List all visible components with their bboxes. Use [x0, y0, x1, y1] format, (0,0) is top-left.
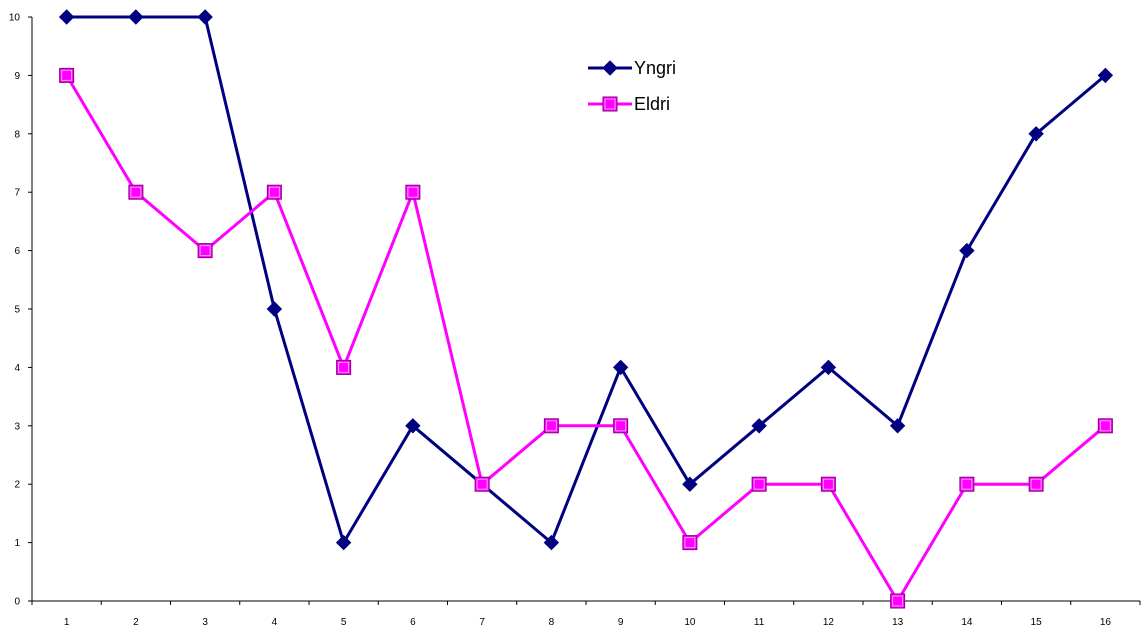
y-tick-label: 8 [14, 129, 20, 140]
data-point-yngri [58, 9, 75, 25]
x-tick-label: 11 [754, 617, 765, 628]
series-line-yngri [66, 15, 1107, 545]
data-point-eldri-highlight [822, 478, 834, 490]
x-tick-label: 12 [823, 617, 835, 628]
data-point-eldri [682, 535, 698, 551]
series-yngri [66, 15, 1107, 545]
x-tick-label: 7 [479, 617, 485, 628]
data-point-yngri [751, 418, 767, 434]
data-point-eldri-highlight [476, 478, 488, 490]
data-point-yngri [820, 359, 837, 376]
data-point-eldri-highlight [892, 595, 904, 607]
y-tick-label: 7 [14, 188, 20, 199]
data-point-eldri [266, 184, 282, 200]
series-layer [58, 9, 1114, 609]
data-point-eldri-highlight [61, 69, 73, 81]
data-point-eldri [613, 418, 629, 434]
y-tick-label: 1 [14, 538, 20, 549]
data-point-yngri [128, 9, 144, 25]
data-point-eldri [1097, 418, 1113, 434]
series-eldri [65, 74, 1107, 603]
legend-label: Yngri [634, 58, 676, 78]
data-point-eldri [128, 184, 144, 200]
y-tick-label: 9 [14, 71, 20, 82]
data-point-eldri [820, 476, 836, 492]
x-tick-label: 13 [892, 617, 904, 628]
data-point-eldri [1028, 476, 1044, 492]
data-point-eldri-highlight [199, 245, 211, 257]
legend: Yngri Eldri [588, 58, 676, 114]
data-point-yngri [197, 9, 213, 25]
series-line-eldri [65, 74, 1107, 603]
y-tick-label: 3 [14, 421, 20, 432]
legend-label: Eldri [634, 94, 670, 114]
data-point-eldri [405, 184, 421, 200]
data-point-eldri-highlight [753, 478, 765, 490]
data-point-yngri [1097, 67, 1114, 84]
x-tick-label: 8 [549, 617, 555, 628]
data-point-yngri [335, 534, 352, 551]
data-point-eldri-highlight [684, 537, 696, 549]
series-markers-eldri [59, 67, 1113, 609]
x-tick-label: 9 [618, 617, 624, 628]
data-point-yngri [405, 418, 421, 434]
legend-entry-eldri: Eldri [588, 94, 670, 114]
x-tick-label: 15 [1031, 617, 1043, 628]
data-point-eldri-highlight [338, 361, 350, 373]
x-tick-label: 1 [64, 617, 70, 628]
legend-marker-eldri-highlight [604, 98, 616, 110]
data-point-eldri-highlight [268, 186, 280, 198]
x-tick-label: 4 [272, 617, 278, 628]
y-tick-label: 5 [14, 305, 20, 316]
data-point-eldri [474, 476, 490, 492]
y-tick-label: 10 [9, 13, 21, 24]
data-point-yngri [266, 301, 283, 317]
y-tick-label: 2 [14, 480, 20, 491]
legend-marker-yngri [602, 60, 618, 76]
data-point-yngri [889, 418, 906, 434]
x-tick-label: 2 [133, 617, 139, 628]
data-point-yngri [543, 534, 560, 551]
x-tick-label: 6 [410, 617, 416, 628]
x-tick-label: 14 [961, 617, 973, 628]
data-point-eldri-highlight [1030, 478, 1042, 490]
data-point-eldri [890, 593, 906, 609]
data-point-eldri [59, 67, 75, 83]
data-point-yngri [682, 476, 698, 492]
data-point-eldri-highlight [615, 420, 627, 432]
data-point-eldri-highlight [407, 186, 419, 198]
data-point-yngri [1028, 126, 1044, 142]
data-point-eldri-highlight [1099, 420, 1111, 432]
data-point-eldri [336, 359, 352, 375]
y-tick-label: 6 [14, 246, 20, 257]
legend-marker-eldri [602, 96, 618, 112]
y-tick-label: 0 [14, 597, 20, 608]
x-tick-label: 3 [202, 617, 208, 628]
x-tick-label: 16 [1100, 617, 1112, 628]
legend-entry-yngri: Yngri [588, 58, 676, 78]
data-point-eldri [197, 243, 213, 259]
data-point-eldri-highlight [545, 420, 557, 432]
x-tick-label: 10 [684, 617, 696, 628]
data-point-eldri [959, 476, 975, 492]
y-tick-label: 4 [14, 363, 20, 374]
data-point-yngri [612, 359, 629, 376]
data-point-eldri-highlight [961, 478, 973, 490]
data-point-eldri [543, 418, 559, 434]
x-tick-label: 5 [341, 617, 347, 628]
data-point-eldri [751, 476, 767, 492]
data-point-yngri [959, 242, 975, 259]
data-point-eldri-highlight [130, 186, 142, 198]
